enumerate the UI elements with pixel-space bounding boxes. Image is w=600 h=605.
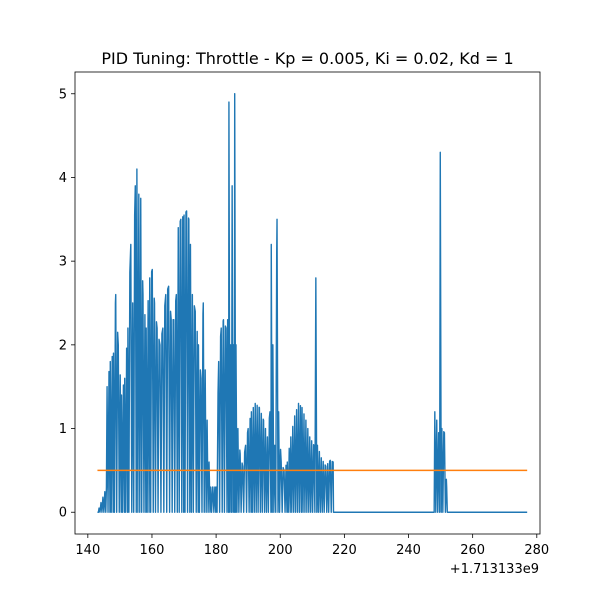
x-tick-label: 140 <box>75 543 100 558</box>
y-axis: 0 1 2 3 4 5 <box>59 87 75 521</box>
y-tick-label: 3 <box>59 255 67 270</box>
chart-title: PID Tuning: Throttle - Kp = 0.005, Ki = … <box>101 49 513 68</box>
x-tick-label: 260 <box>460 543 485 558</box>
x-axis: 140 160 180 200 220 240 260 280 <box>75 534 549 558</box>
x-tick-label: 180 <box>204 543 229 558</box>
x-tick-label: 200 <box>268 543 293 558</box>
x-axis-offset-label: +1.713133e9 <box>450 562 539 577</box>
y-tick-label: 0 <box>59 506 67 521</box>
series-line-1 <box>97 93 528 513</box>
x-tick-label: 220 <box>332 543 357 558</box>
plot-area <box>97 93 528 513</box>
axes-frame <box>74 71 541 535</box>
y-tick-label: 4 <box>59 171 67 186</box>
x-tick-label: 280 <box>524 543 549 558</box>
x-tick-label: 240 <box>396 543 421 558</box>
x-tick-label: 160 <box>140 543 165 558</box>
y-tick-label: 2 <box>59 338 67 353</box>
y-tick-label: 5 <box>59 87 67 102</box>
y-tick-label: 1 <box>59 422 67 437</box>
